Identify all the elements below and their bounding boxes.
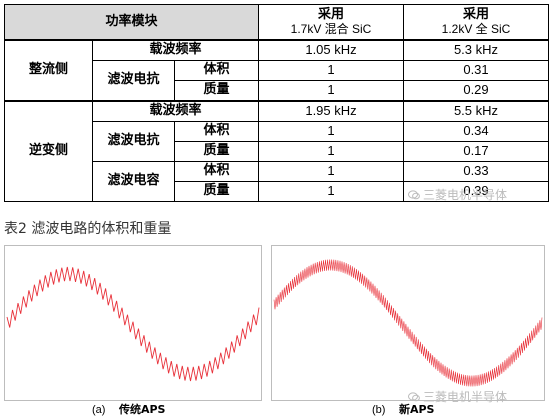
watermark-table: 三菱电机半导体: [408, 186, 507, 203]
header-hybrid-sic: 采用 1.7kV 混合 SiC: [258, 4, 404, 41]
header-full-sic-line2: 1.2kV 全 SiC: [441, 21, 511, 36]
plot-a-letter: (a): [92, 404, 106, 416]
inverter-reactor-label: 滤波电抗: [92, 121, 175, 162]
inverter-capacitor-label: 滤波电容: [92, 161, 175, 202]
plot-a-name: 传统APS: [118, 403, 166, 416]
header-full-sic-line1: 采用: [462, 6, 489, 22]
inverter-reactor-mass-hybrid: 1: [258, 141, 404, 162]
header-full-sic: 采用 1.2kV 全 SiC: [403, 4, 549, 41]
inverter-capacitor-mass-full: 0.39: [403, 181, 549, 202]
inverter-capacitor-volume-hybrid: 1: [258, 161, 404, 182]
group-rectifier: 整流侧: [4, 39, 93, 102]
wechat-icon: [408, 189, 420, 199]
plot-b-name: 新APS: [398, 403, 435, 416]
rectifier-volume-hybrid: 1: [258, 60, 404, 81]
rectifier-mass-full: 0.29: [403, 80, 549, 102]
inverter-capacitor-mass-label: 质量: [174, 181, 259, 202]
watermark-plot: 三菱电机半导体: [408, 388, 507, 405]
inverter-reactor-volume-full: 0.34: [403, 121, 549, 142]
rectifier-volume-label: 体积: [174, 60, 259, 81]
wechat-icon: [408, 391, 420, 401]
rectifier-mass-label: 质量: [174, 80, 259, 102]
inverter-capacitor-mass-hybrid: 1: [258, 181, 404, 202]
waveform-plot-new: [271, 245, 545, 401]
inverter-reactor-mass-label: 质量: [174, 141, 259, 162]
header-power-module: 功率模块: [4, 4, 259, 41]
plot-a-label: (a) 传统APS: [92, 401, 165, 417]
inverter-reactor-volume-label: 体积: [174, 121, 259, 142]
group-inverter: 逆变侧: [4, 100, 93, 202]
waveform-new-svg: [273, 259, 543, 387]
rectifier-volume-full: 0.31: [403, 60, 549, 81]
inverter-carrier-hybrid: 1.95 kHz: [258, 100, 404, 122]
plot-b-letter: (b): [372, 404, 386, 416]
header-hybrid-sic-line2: 1.7kV 混合 SiC: [290, 21, 372, 36]
inverter-capacitor-volume-label: 体积: [174, 161, 259, 182]
inverter-capacitor-volume-full: 0.33: [403, 161, 549, 182]
header-hybrid-sic-line1: 采用: [317, 6, 344, 22]
waveform-conventional-trace: [6, 266, 260, 382]
watermark-table-text: 三菱电机半导体: [423, 188, 508, 202]
rectifier-reactor-label: 滤波电抗: [92, 60, 175, 102]
inverter-carrier-full: 5.5 kHz: [403, 100, 549, 122]
filter-circuit-table: 功率模块 采用 1.7kV 混合 SiC 采用 1.2kV 全 SiC 整流侧 …: [4, 4, 549, 202]
rectifier-carrier-label: 载波频率: [92, 39, 259, 61]
rectifier-carrier-full: 5.3 kHz: [403, 39, 549, 61]
rectifier-mass-hybrid: 1: [258, 80, 404, 102]
inverter-carrier-label: 载波频率: [92, 100, 259, 122]
rectifier-carrier-hybrid: 1.05 kHz: [258, 39, 404, 61]
waveform-plot-conventional: [4, 245, 262, 401]
waveform-new-trace: [273, 259, 543, 387]
plot-b-label: (b) 新APS: [372, 401, 434, 417]
inverter-reactor-volume-hybrid: 1: [258, 121, 404, 142]
inverter-reactor-mass-full: 0.17: [403, 141, 549, 162]
table-caption: 表2 滤波电路的体积和重量: [4, 221, 172, 237]
waveform-conventional-svg: [6, 266, 260, 382]
watermark-plot-text: 三菱电机半导体: [423, 390, 508, 404]
